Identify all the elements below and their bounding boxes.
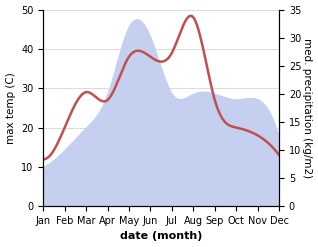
X-axis label: date (month): date (month) (120, 231, 202, 242)
Y-axis label: med. precipitation (kg/m2): med. precipitation (kg/m2) (302, 38, 313, 178)
Y-axis label: max temp (C): max temp (C) (5, 72, 16, 144)
